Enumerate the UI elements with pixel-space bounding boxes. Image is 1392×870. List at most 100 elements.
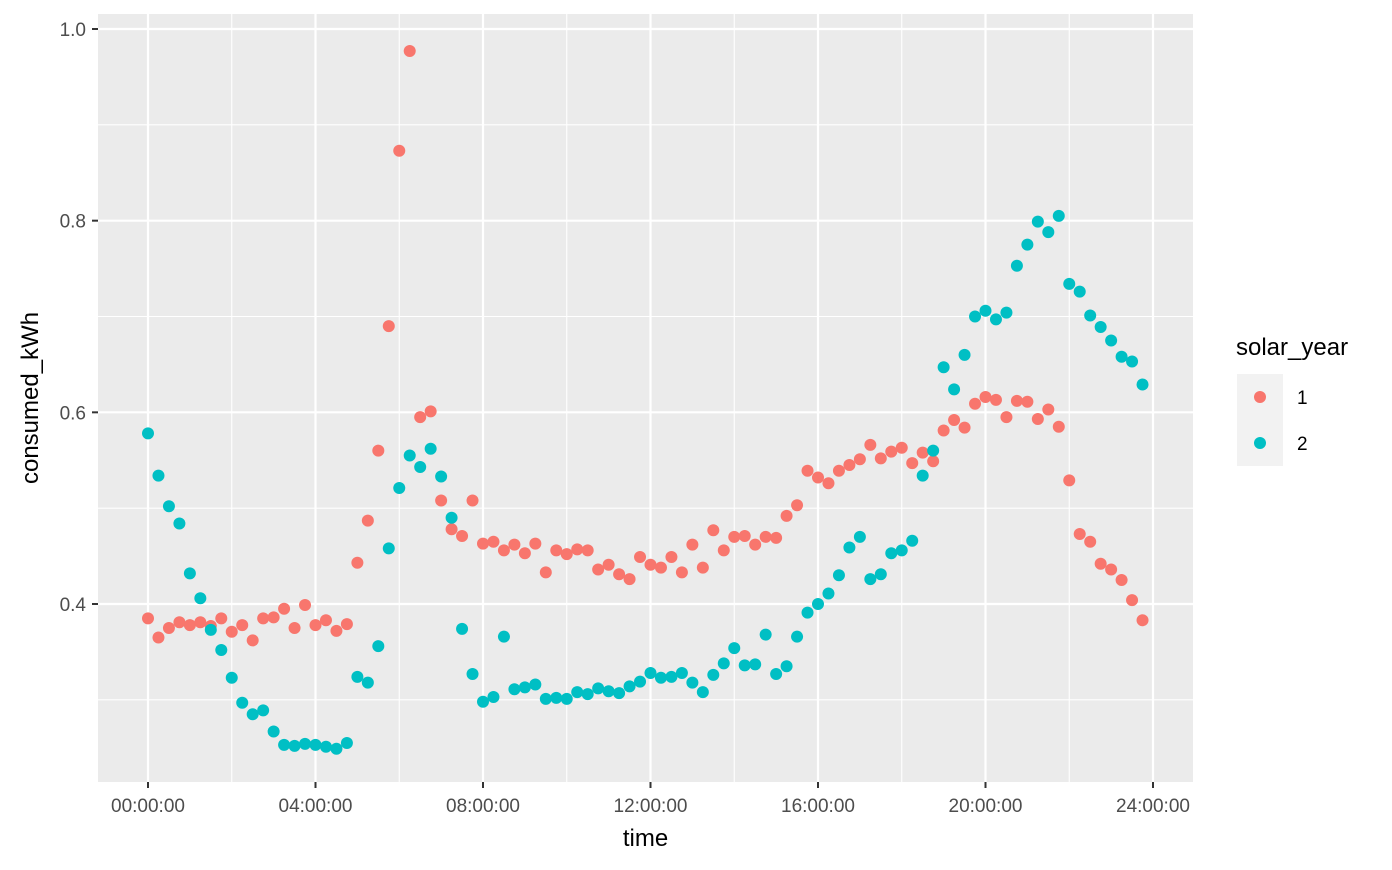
data-point-series-1 — [152, 631, 165, 644]
data-point-series-1 — [487, 535, 500, 548]
data-point-series-2 — [183, 567, 196, 580]
data-point-series-1 — [309, 619, 322, 632]
data-point-series-2 — [801, 606, 814, 619]
plot-panel — [98, 14, 1193, 782]
data-point-series-2 — [979, 304, 992, 317]
data-point-series-1 — [717, 544, 730, 557]
data-point-series-2 — [1021, 238, 1034, 251]
data-point-series-1 — [770, 531, 783, 544]
data-point-series-1 — [864, 438, 877, 451]
data-point-series-1 — [183, 619, 196, 632]
data-point-series-1 — [979, 391, 992, 403]
data-point-series-1 — [623, 573, 636, 586]
data-point-series-1 — [246, 634, 259, 647]
x-tick-label: 24:00:00 — [1116, 796, 1190, 817]
data-point-series-1 — [948, 414, 961, 426]
data-point-series-2 — [330, 742, 343, 755]
data-point-series-2 — [832, 569, 845, 582]
data-point-series-1 — [1126, 594, 1139, 607]
data-point-series-2 — [466, 667, 479, 680]
legend-key-series-1 — [1254, 391, 1266, 403]
data-point-series-2 — [215, 644, 228, 656]
data-point-series-2 — [937, 361, 950, 374]
data-point-series-1 — [675, 566, 688, 579]
data-point-series-2 — [665, 670, 678, 683]
data-point-series-1 — [1010, 394, 1023, 407]
data-point-series-1 — [173, 616, 186, 629]
data-point-series-2 — [539, 692, 552, 705]
data-point-series-1 — [414, 411, 427, 424]
data-point-series-2 — [1105, 334, 1118, 347]
data-point-series-2 — [529, 678, 542, 691]
data-point-series-1 — [822, 477, 835, 490]
x-tick-label: 08:00:00 — [446, 796, 520, 817]
data-point-series-1 — [424, 405, 437, 418]
data-point-series-1 — [696, 561, 709, 574]
data-point-series-1 — [916, 446, 929, 459]
data-point-series-2 — [895, 544, 908, 557]
legend-key-series-2 — [1254, 437, 1266, 449]
data-point-series-2 — [696, 686, 709, 699]
data-point-series-2 — [278, 738, 291, 751]
data-point-series-1 — [393, 144, 406, 157]
data-point-series-1 — [319, 614, 332, 627]
data-point-series-1 — [550, 544, 563, 557]
data-point-series-1 — [989, 393, 1002, 406]
data-point-series-2 — [759, 628, 772, 641]
data-point-series-2 — [142, 427, 154, 440]
data-point-series-1 — [1052, 420, 1065, 433]
x-tick-label: 16:00:00 — [781, 796, 855, 817]
data-point-series-1 — [654, 561, 667, 574]
data-point-series-2 — [497, 630, 510, 643]
data-point-series-1 — [1084, 535, 1097, 548]
grid-minor — [98, 14, 1193, 782]
data-point-series-2 — [560, 692, 573, 705]
data-point-series-1 — [958, 421, 971, 434]
data-point-series-1 — [874, 452, 887, 465]
x-axis-ticks: 00:00:00 04:00:00 08:00:00 12:00:00 16:00:00… — [111, 782, 1190, 817]
x-axis-title: time — [623, 825, 668, 852]
data-point-series-2 — [770, 667, 783, 680]
legend: solar_year 12 — [1236, 334, 1348, 466]
data-point-series-2 — [299, 737, 312, 750]
data-point-series-1 — [194, 616, 207, 629]
data-point-series-2 — [634, 675, 647, 688]
data-point-series-1 — [225, 625, 238, 638]
data-point-series-1 — [288, 621, 301, 634]
data-point-series-1 — [1031, 413, 1044, 426]
data-point-series-1 — [665, 551, 678, 564]
data-point-series-1 — [1042, 403, 1055, 416]
data-point-series-2 — [1031, 215, 1044, 228]
data-point-series-2 — [246, 708, 259, 721]
legend-title: solar_year — [1236, 334, 1348, 361]
data-point-series-1 — [707, 524, 720, 537]
data-point-series-2 — [372, 640, 385, 653]
data-point-series-1 — [1021, 395, 1034, 408]
data-point-series-2 — [1073, 285, 1086, 298]
y-tick-label: 0.6 — [60, 403, 86, 424]
data-point-series-2 — [780, 660, 793, 673]
data-point-series-2 — [906, 534, 919, 547]
data-point-series-1 — [236, 619, 249, 632]
data-point-series-1 — [895, 441, 908, 454]
data-point-series-2 — [393, 482, 406, 495]
data-point-series-1 — [906, 457, 919, 470]
data-point-series-2 — [738, 659, 751, 672]
data-point-series-1 — [1073, 528, 1086, 541]
data-point-series-2 — [414, 460, 427, 473]
x-tick-label: 12:00:00 — [614, 796, 688, 817]
data-point-series-1 — [1094, 557, 1107, 570]
data-point-series-2 — [403, 449, 416, 462]
data-point-series-2 — [602, 685, 615, 698]
data-point-series-2 — [874, 568, 887, 581]
data-point-series-1 — [592, 563, 605, 576]
data-point-series-2 — [456, 622, 469, 635]
data-point-series-2 — [812, 598, 824, 610]
data-point-series-2 — [351, 670, 364, 683]
data-point-series-1 — [351, 556, 364, 569]
data-point-series-1 — [382, 320, 395, 333]
data-point-series-1 — [1063, 474, 1076, 487]
data-point-series-2 — [916, 469, 929, 482]
data-point-series-2 — [623, 680, 636, 693]
